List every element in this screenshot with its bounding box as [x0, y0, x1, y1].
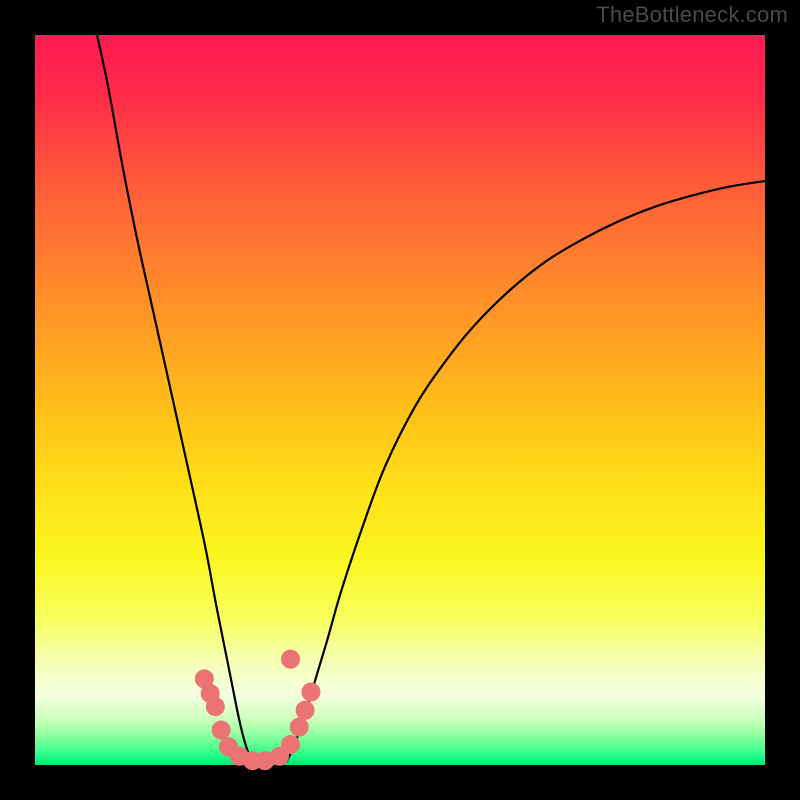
data-marker	[302, 683, 320, 701]
chart-container: TheBottleneck.com	[0, 0, 800, 800]
chart-svg	[0, 0, 800, 800]
plot-background	[35, 35, 765, 765]
data-marker	[296, 701, 314, 719]
watermark-text: TheBottleneck.com	[596, 2, 788, 28]
data-marker	[212, 721, 230, 739]
data-marker	[206, 698, 224, 716]
data-marker	[282, 650, 300, 668]
data-marker	[290, 718, 308, 736]
data-marker	[282, 736, 300, 754]
